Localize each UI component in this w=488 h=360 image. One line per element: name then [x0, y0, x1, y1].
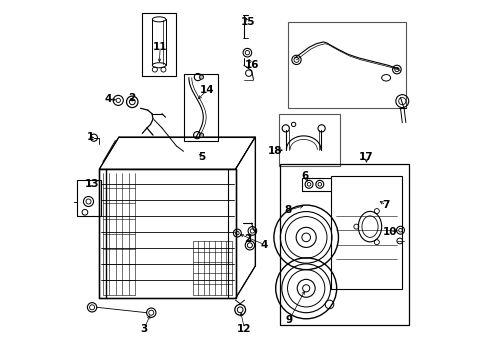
Circle shape — [199, 75, 203, 79]
Bar — [183, 74, 217, 140]
Text: 4: 4 — [260, 239, 267, 249]
Bar — [77, 180, 101, 216]
Text: 9: 9 — [285, 315, 292, 325]
Text: 17: 17 — [358, 152, 373, 162]
Circle shape — [199, 133, 203, 137]
Polygon shape — [99, 169, 235, 298]
Text: 12: 12 — [237, 324, 251, 334]
Text: 15: 15 — [241, 17, 255, 27]
Bar — [287, 22, 405, 108]
Bar — [279, 164, 408, 325]
Text: 5: 5 — [198, 152, 204, 162]
Bar — [142, 13, 176, 76]
Text: 8: 8 — [284, 206, 290, 216]
Bar — [278, 114, 339, 166]
Text: 11: 11 — [153, 42, 167, 52]
Polygon shape — [235, 137, 255, 298]
Text: 16: 16 — [244, 60, 258, 70]
Text: 14: 14 — [199, 85, 214, 95]
Text: 7: 7 — [382, 200, 389, 210]
Text: 6: 6 — [301, 171, 308, 181]
Text: 18: 18 — [267, 146, 282, 156]
Text: 13: 13 — [84, 179, 99, 189]
Text: 3: 3 — [140, 324, 147, 334]
Text: 1: 1 — [86, 132, 94, 142]
Polygon shape — [99, 137, 255, 169]
Bar — [330, 176, 402, 289]
Text: 10: 10 — [382, 227, 396, 237]
Text: 2: 2 — [128, 93, 135, 103]
Text: 2: 2 — [244, 234, 251, 244]
Text: 4: 4 — [104, 94, 112, 104]
